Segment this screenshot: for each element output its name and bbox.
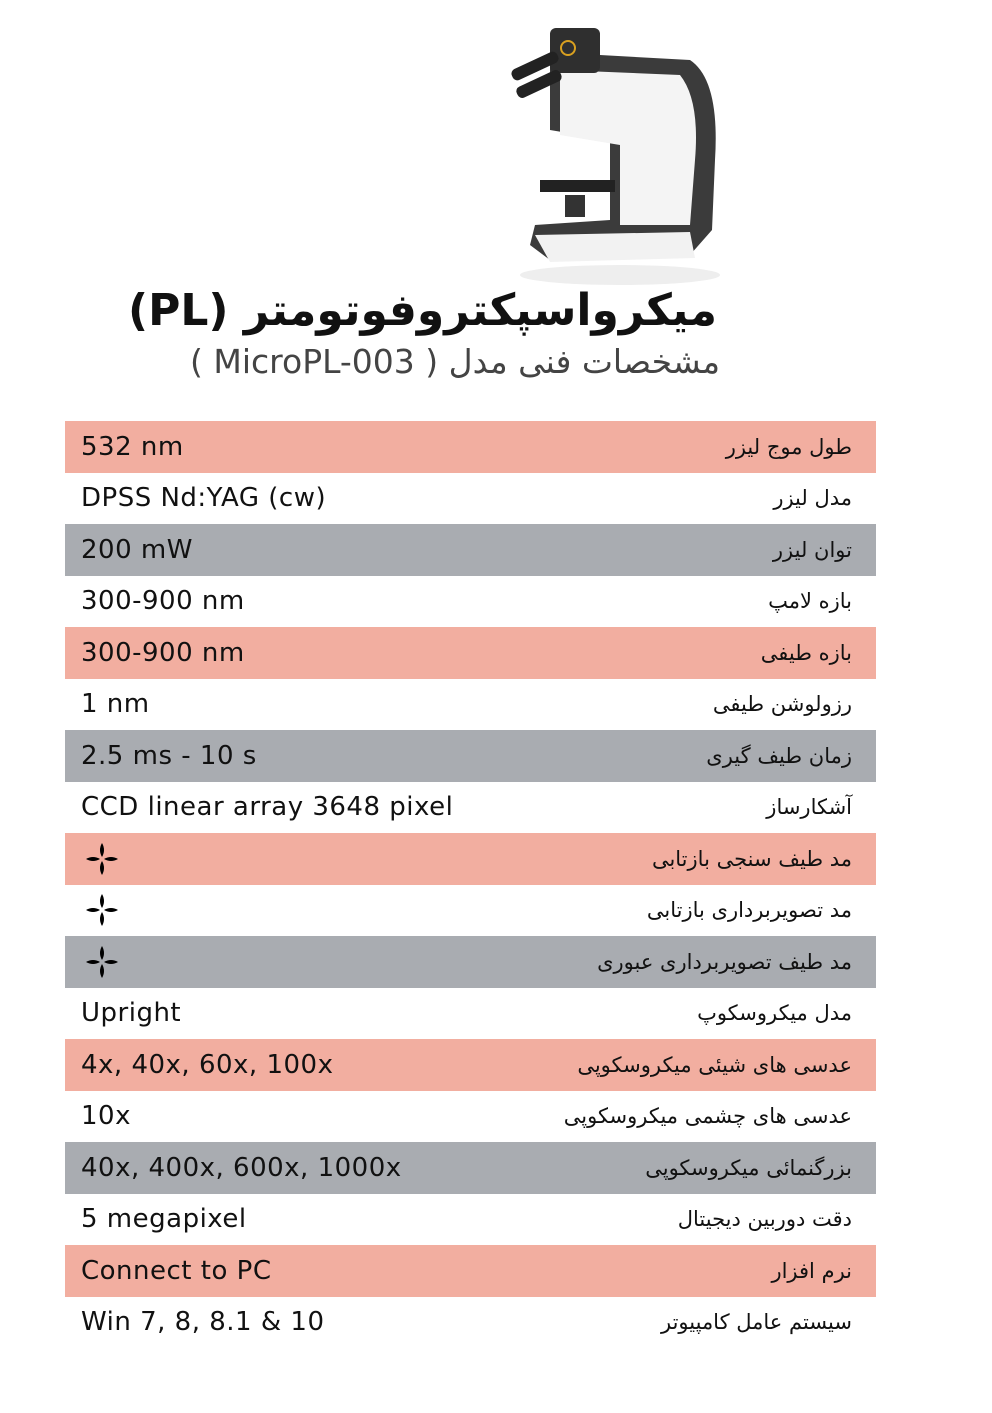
spec-value: 532 nm	[81, 431, 184, 462]
spec-row: Win 7, 8, 8.1 & 10 سیستم عامل کامپیوتر	[65, 1296, 876, 1348]
spec-value: DPSS Nd:YAG (cw)	[81, 483, 327, 514]
spec-label: آشکارساز	[766, 795, 852, 820]
spec-label: طول موج لیزر	[725, 434, 852, 459]
spec-row: 300-900 nm بازه لامپ	[65, 575, 876, 627]
spec-label: مدل میکروسکوپ	[697, 1001, 852, 1026]
spec-value: Upright	[81, 998, 182, 1029]
spec-value: 1 nm	[81, 689, 150, 720]
spec-value: 5 megapixel	[81, 1204, 247, 1235]
spec-row: مد طیف تصویربرداری عبوری	[65, 936, 876, 988]
spec-label: نرم افزار	[771, 1258, 852, 1283]
spec-row: 5 megapixel دقت دوربین دیجیتال	[65, 1193, 876, 1245]
spec-row: 10x عدسی های چشمی میکروسکوپی	[65, 1090, 876, 1142]
spec-label: توان لیزر	[772, 537, 852, 562]
four-petal-check-icon	[86, 945, 118, 978]
microscope-image	[511, 28, 720, 285]
spec-value: 300-900 nm	[81, 586, 245, 617]
spec-row: Upright مدل میکروسکوپ	[65, 987, 876, 1039]
spec-value: 300-900 nm	[81, 637, 245, 668]
spec-label: سیستم عامل کامپیوتر	[660, 1310, 852, 1335]
spec-row: 532 nm طول موج لیزر	[65, 421, 876, 473]
spec-value: 4x, 40x, 60x, 100x	[81, 1049, 334, 1080]
spec-label: مد طیف تصویربرداری عبوری	[597, 949, 852, 974]
spec-label: مد طیف سنجی بازتابی	[651, 846, 852, 871]
spec-label: عدسی های چشمی میکروسکوپی	[563, 1104, 852, 1129]
spec-row: CCD linear array 3648 pixel آشکارساز	[65, 781, 876, 833]
spec-label: بازه طیفی	[760, 640, 852, 665]
spec-value: 200 mW	[81, 534, 193, 565]
spec-value: 2.5 ms - 10 s	[81, 740, 257, 771]
spec-row: 40x, 400x, 600x, 1000x بزرگنمائی میکروسکو…	[65, 1142, 876, 1194]
spec-value: Connect to PC	[81, 1255, 272, 1286]
page-subtitle: مشخصات فنی مدل ( MicroPL-003 )	[190, 342, 720, 381]
spec-table: 532 nm طول موج لیزر DPSS Nd:YAG (cw) مدل لی…	[65, 421, 876, 1348]
spec-label: عدسی های شیئی میکروسکوپی	[577, 1052, 852, 1077]
spec-label: رزولوشن طیفی	[712, 692, 852, 717]
spec-row: 200 mW توان لیزر	[65, 524, 876, 576]
spec-row: Connect to PC نرم افزار	[65, 1245, 876, 1297]
spec-row: 2.5 ms - 10 s زمان طیف گیری	[65, 730, 876, 782]
spec-label: بازه لامپ	[768, 589, 852, 614]
spec-label: دقت دوربین دیجیتال	[677, 1207, 852, 1232]
spec-label: زمان طیف گیری	[706, 743, 852, 768]
page-title: میکرواسپکتروفوتومتر (PL)	[127, 285, 717, 336]
spec-row: DPSS Nd:YAG (cw) مدل لیزر	[65, 472, 876, 524]
spec-label: مد تصویربرداری بازتابی	[646, 898, 852, 923]
spec-value: 10x	[81, 1101, 131, 1132]
spec-row: 4x, 40x, 60x, 100x عدسی های شیئی میکروسکو…	[65, 1039, 876, 1091]
spec-value: CCD linear array 3648 pixel	[81, 792, 454, 823]
spec-row: 1 nm رزولوشن طیفی	[65, 678, 876, 730]
spec-value: 40x, 400x, 600x, 1000x	[81, 1152, 402, 1183]
four-petal-check-icon	[86, 894, 118, 927]
spec-row: مد تصویربرداری بازتابی	[65, 884, 876, 936]
spec-value: Win 7, 8, 8.1 & 10	[81, 1307, 325, 1338]
four-petal-check-icon	[86, 842, 118, 875]
spec-label: مدل لیزر	[773, 486, 852, 511]
spec-row: مد طیف سنجی بازتابی	[65, 833, 876, 885]
spec-label: بزرگنمائی میکروسکوپی	[645, 1155, 852, 1180]
spec-row: 300-900 nm بازه طیفی	[65, 627, 876, 679]
